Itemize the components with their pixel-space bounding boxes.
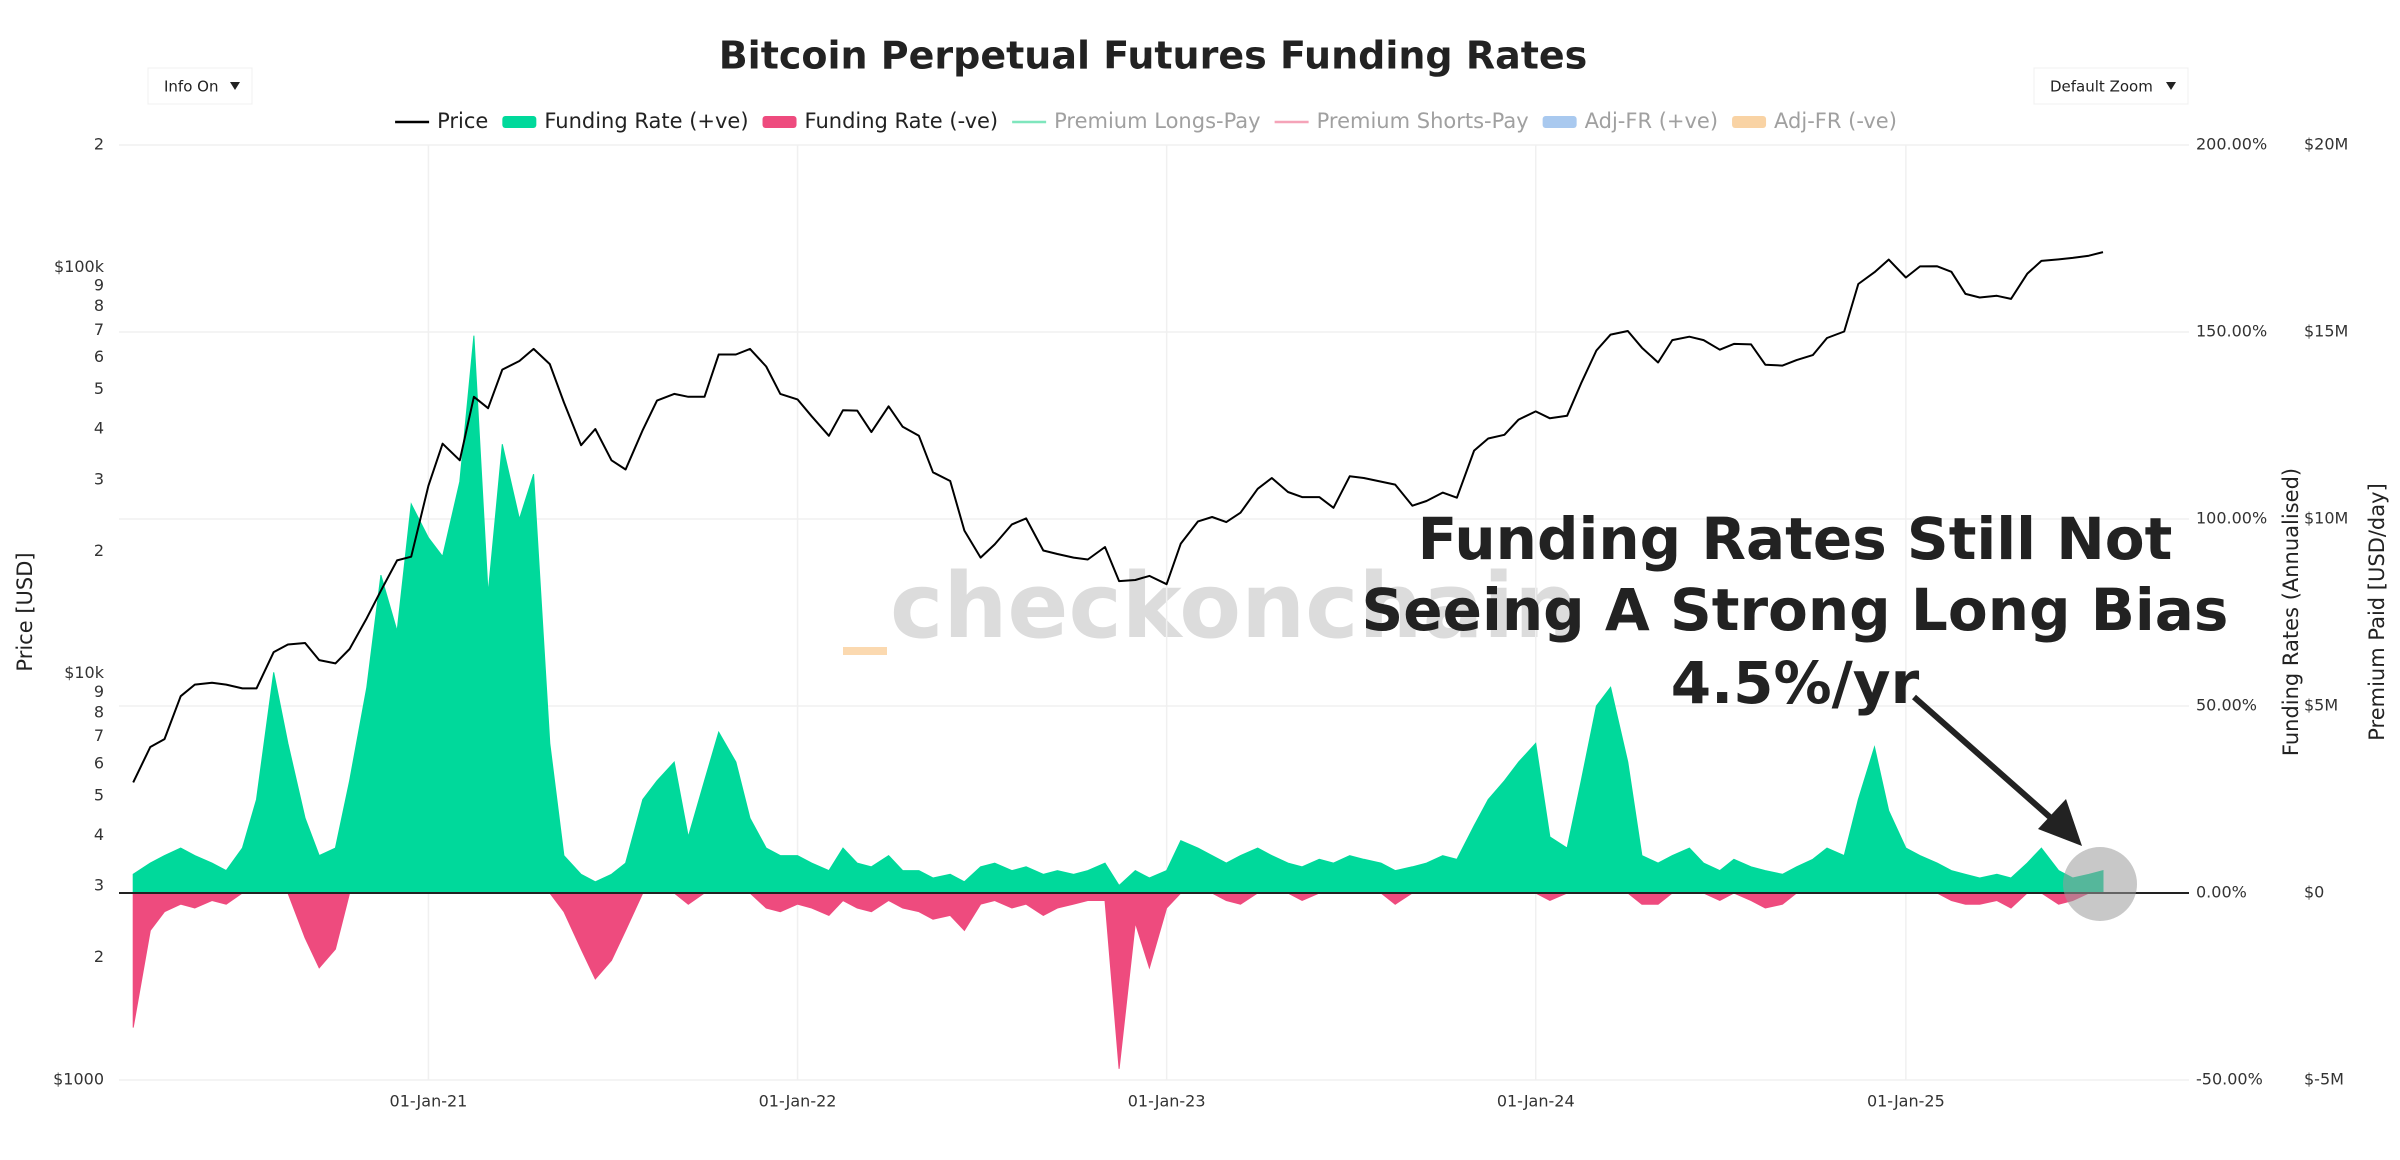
x-tick-label: 01-Jan-24 <box>1497 1092 1575 1111</box>
price-line <box>132 251 2104 783</box>
y-tick-label: 2 <box>94 541 104 560</box>
x-tick-label: 01-Jan-22 <box>759 1092 837 1111</box>
y-tick-label: 9 <box>94 682 104 701</box>
annotation-line: Seeing A Strong Long Bias <box>1362 576 2229 644</box>
legend-swatch <box>502 116 537 128</box>
legend-swatch <box>1732 116 1767 128</box>
y-tick-label: 6 <box>94 753 104 772</box>
y3-tick-label: $15M <box>2304 322 2348 341</box>
legend-label: Premium Shorts-Pay <box>1317 109 1529 133</box>
highlight-circle <box>2063 847 2137 921</box>
y-axis-title: Price [USD] <box>13 552 37 671</box>
zoom-button-label[interactable]: Default Zoom <box>2050 78 2153 96</box>
y3-tick-label: $5M <box>2304 696 2338 715</box>
y-tick-label: 4 <box>94 825 104 844</box>
legend-swatch <box>1542 116 1577 128</box>
watermark: checkonchain <box>890 554 1578 659</box>
legend-label: Price <box>437 109 488 133</box>
y-tick-label: $10k <box>64 663 105 682</box>
annotation: Funding Rates Still Not Seeing A Strong … <box>1362 505 2229 921</box>
annotation-arrowhead <box>2038 799 2082 846</box>
y-tick-label: $1000 <box>53 1070 104 1089</box>
y3-tick-label: $0 <box>2304 883 2324 902</box>
annotation-line: Funding Rates Still Not <box>1418 505 2173 573</box>
y-tick-label: 7 <box>94 320 104 339</box>
legend-label: Funding Rate (-ve) <box>805 109 999 133</box>
dropdown-arrow[interactable] <box>2166 82 2176 90</box>
legend: Price Funding Rate (+ve) Funding Rate (-ve… <box>395 109 1897 133</box>
y-tick-label: 5 <box>94 379 104 398</box>
watermark-underscore <box>843 647 887 655</box>
chart-title: Bitcoin Perpetual Futures Funding Rates <box>719 34 1588 78</box>
y3-tick-label: $10M <box>2304 509 2348 528</box>
y-tick-label: 4 <box>94 419 104 438</box>
y-tick-label: 2 <box>94 135 104 154</box>
legend-label: Adj-FR (-ve) <box>1774 109 1897 133</box>
legend-swatch <box>762 116 797 128</box>
legend-label: Adj-FR (+ve) <box>1585 109 1718 133</box>
y2-tick-label: 100.00% <box>2196 509 2267 528</box>
y-tick-label: 5 <box>94 785 104 804</box>
y2-tick-label: 0.00% <box>2196 883 2247 902</box>
y3-axis-title: Premium Paid [USD/day] <box>2365 483 2389 741</box>
y2-tick-label: 150.00% <box>2196 322 2267 341</box>
x-tick-label: 01-Jan-25 <box>1867 1092 1945 1111</box>
y2-axis-title: Funding Rates (Annualised) <box>2279 468 2303 756</box>
dropdown-arrow[interactable] <box>230 82 240 90</box>
annotation-line: 4.5%/yr <box>1671 649 1920 717</box>
y-tick-label: $100k <box>54 257 105 276</box>
y-tick-label: 8 <box>94 703 104 722</box>
x-tick-label: 01-Jan-21 <box>390 1092 468 1111</box>
y-tick-label: 2 <box>94 947 104 966</box>
y-tick-label: 7 <box>94 726 104 745</box>
y-tick-label: 8 <box>94 296 104 315</box>
y2-tick-label: 200.00% <box>2196 135 2267 154</box>
x-tick-label: 01-Jan-23 <box>1128 1092 1206 1111</box>
y2-tick-label: 50.00% <box>2196 696 2257 715</box>
y2-tick-label: -50.00% <box>2196 1070 2263 1089</box>
y-tick-label: 3 <box>94 876 104 895</box>
y-tick-label: 6 <box>94 347 104 366</box>
annotation-arrow <box>1912 694 2062 829</box>
zoom-button[interactable] <box>2033 67 2189 105</box>
plot-area: 01-Jan-21 01-Jan-22 01-Jan-23 01-Jan-24 01-J… <box>53 135 2348 1111</box>
info-button-label[interactable]: Info On <box>164 78 218 96</box>
y3-tick-label: $20M <box>2304 135 2348 154</box>
legend-label: Premium Longs-Pay <box>1054 109 1260 133</box>
funding-area <box>132 335 2104 894</box>
legend-label: Funding Rate (+ve) <box>544 109 748 133</box>
y-tick-label: 3 <box>94 469 104 488</box>
y3-tick-label: $-5M <box>2304 1070 2344 1089</box>
y-tick-label: 9 <box>94 275 104 294</box>
